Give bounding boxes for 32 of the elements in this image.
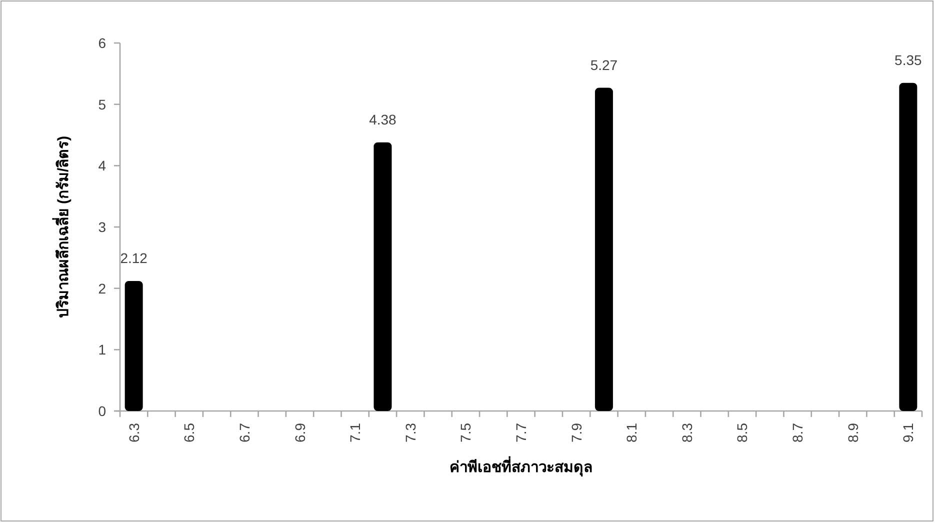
x-tick-label: 7.1 [347,422,364,442]
x-tick-label: 7.5 [458,422,474,442]
x-tick-label: 8.1 [624,422,640,442]
y-tick-label: 5 [98,96,106,112]
y-tick-label: 3 [98,219,106,235]
x-tick-label: 8.5 [734,422,750,442]
data-label: 4.38 [369,111,397,128]
bar [124,280,143,411]
y-tick-label: 1 [98,342,106,358]
x-tick-label: 7.7 [513,422,529,442]
bar [374,142,392,411]
x-tick-label: 6.5 [181,422,198,442]
x-tick-label: 6.3 [126,422,142,442]
y-tick-label: 0 [98,403,106,419]
x-tick-label: 7.3 [402,422,418,442]
y-tick-label: 4 [98,158,106,174]
x-axis-title: ค่าพีเอชที่สภาวะสมดุล [450,456,592,477]
bar [899,82,918,411]
data-label: 2.12 [120,250,148,266]
x-tick-label: 8.3 [678,422,695,442]
y-tick-label: 2 [98,280,106,296]
x-tick-label: 6.7 [236,422,252,442]
x-tick-label: 9.1 [900,422,916,442]
x-tick-label: 6.9 [292,422,308,442]
bar [594,88,613,411]
x-tick-label: 8.7 [790,422,806,442]
data-label: 5.35 [894,52,922,68]
data-label: 5.27 [590,56,618,73]
x-tick-label: 7.9 [568,422,584,442]
y-axis-title: ปริมาณผลึกเฉลี่ย (กรัม/ลิตร) [52,136,72,318]
x-tick-label: 8.9 [844,422,861,442]
y-tick-label: 6 [98,35,106,51]
